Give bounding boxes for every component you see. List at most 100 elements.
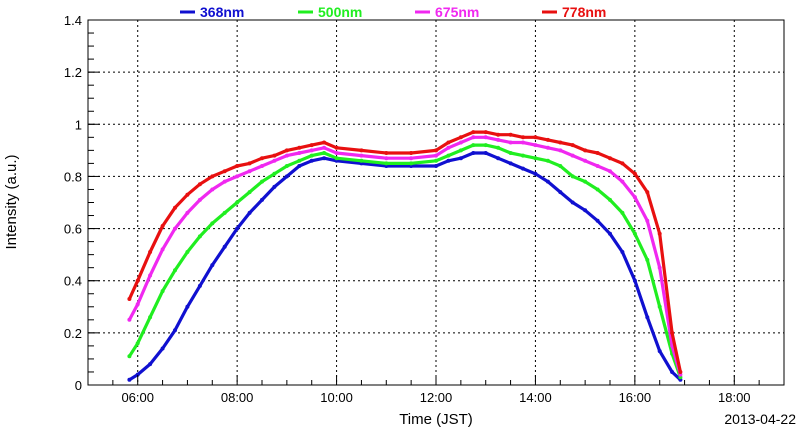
data-point — [545, 158, 550, 163]
data-point — [608, 156, 612, 161]
data-point — [197, 182, 202, 187]
x-tick-label: 06:00 — [121, 390, 154, 405]
data-point — [632, 171, 637, 176]
data-point — [235, 226, 240, 231]
data-point — [322, 145, 327, 150]
data-point — [483, 130, 488, 135]
data-point — [595, 218, 600, 223]
data-point — [334, 156, 339, 161]
y-tick-label: 0 — [75, 378, 82, 393]
data-point — [173, 328, 177, 333]
data-point — [446, 158, 451, 163]
legend-entry: 675nm — [435, 4, 479, 20]
data-point — [583, 179, 588, 184]
data-point — [678, 370, 683, 374]
data-point — [632, 278, 637, 283]
series-368nm — [127, 151, 683, 382]
data-point — [496, 137, 501, 142]
data-point — [434, 158, 438, 163]
data-point — [595, 187, 600, 192]
data-point — [309, 143, 314, 148]
data-point — [222, 169, 227, 174]
data-point — [657, 231, 662, 236]
data-point — [247, 210, 252, 215]
data-point — [210, 187, 215, 192]
legend-entry: 368nm — [200, 4, 244, 20]
data-point — [670, 330, 675, 335]
data-point — [359, 153, 364, 158]
data-point — [483, 135, 488, 140]
data-point — [533, 135, 538, 140]
series-778nm — [127, 130, 683, 374]
series-line — [127, 143, 683, 379]
x-tick-label: 18:00 — [718, 390, 751, 405]
data-point — [645, 218, 650, 223]
data-point — [384, 151, 389, 155]
data-point — [235, 174, 240, 179]
data-point — [545, 137, 550, 142]
date-label: 2013-04-22 — [724, 411, 796, 427]
data-point — [210, 174, 215, 179]
data-point — [657, 304, 662, 309]
y-axis-title: Intensity (a.u.) — [3, 154, 20, 249]
data-point — [127, 377, 132, 382]
y-tick-label: 1.2 — [64, 65, 82, 80]
data-point — [185, 192, 190, 197]
data-point — [359, 148, 364, 153]
data-point — [620, 179, 625, 184]
data-point — [173, 205, 177, 210]
data-point — [222, 210, 227, 215]
data-point — [657, 349, 662, 354]
data-point — [272, 184, 277, 189]
data-point — [247, 190, 252, 195]
data-point — [471, 130, 476, 135]
data-point — [185, 210, 190, 215]
data-point — [173, 268, 177, 273]
data-point — [247, 161, 252, 166]
data-point — [297, 151, 302, 155]
data-point — [222, 244, 227, 249]
data-point — [210, 263, 215, 268]
data-point — [434, 164, 438, 168]
data-point — [570, 200, 575, 205]
data-point — [135, 302, 140, 307]
series-line — [127, 130, 683, 374]
data-point — [570, 153, 575, 158]
data-point — [148, 273, 153, 278]
data-point — [260, 156, 264, 161]
data-point — [620, 250, 625, 254]
data-point — [670, 370, 675, 374]
data-point — [322, 140, 327, 145]
data-point — [222, 179, 227, 184]
data-point — [471, 151, 476, 155]
data-point — [645, 315, 650, 320]
legend: 368nm 500nm 675nm 778nm — [180, 4, 606, 20]
data-point — [384, 161, 389, 166]
legend-entry: 500nm — [318, 4, 362, 20]
data-point — [458, 156, 463, 161]
data-point — [595, 164, 600, 168]
data-point — [558, 148, 563, 153]
data-point — [508, 140, 513, 145]
data-point — [127, 354, 132, 359]
data-point — [434, 148, 438, 153]
data-point — [446, 153, 451, 158]
data-point — [284, 153, 289, 158]
data-point — [247, 169, 252, 174]
data-point — [434, 153, 438, 158]
data-point — [197, 197, 202, 202]
data-point — [458, 148, 463, 153]
data-point — [185, 304, 190, 309]
data-point — [185, 250, 190, 254]
data-point — [309, 153, 314, 158]
x-tick-label: 12:00 — [420, 390, 453, 405]
data-point — [583, 158, 588, 163]
data-point — [471, 135, 476, 140]
data-point — [297, 164, 302, 168]
data-point — [608, 169, 612, 174]
data-point — [496, 132, 501, 137]
data-point — [384, 156, 389, 161]
data-point — [458, 135, 463, 140]
data-point — [127, 317, 132, 322]
